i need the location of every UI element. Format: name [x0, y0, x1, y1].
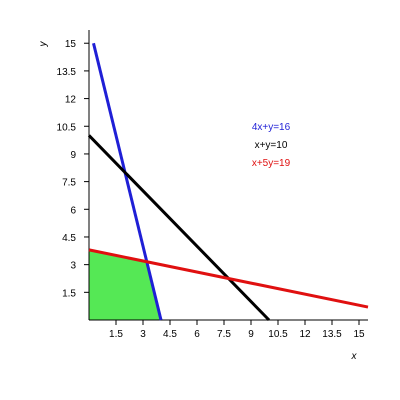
legend-entry-1: x+y=10: [255, 140, 288, 151]
x-tick-label: 1.5: [109, 329, 123, 340]
y-tick-label: 10.5: [57, 122, 77, 133]
plot-area: 1.5 3 4.5 6 7.5 9 10.5 12 13.5 15 1.5 3 4.5 6 7.5 9 10.5…: [38, 30, 369, 362]
y-tick-label: 9: [70, 150, 76, 161]
y-tick-label: 7.5: [62, 178, 76, 189]
y-tick-label: 4.5: [62, 233, 76, 244]
x-axis-label: x: [351, 351, 358, 362]
x-tick-label: 6: [194, 329, 200, 340]
y-tick-label: 3: [70, 261, 76, 272]
x-tick-label: 13.5: [322, 329, 342, 340]
feasible-region: [89, 249, 161, 320]
x-tick-label: 10.5: [268, 329, 288, 340]
y-tick-label: 15: [65, 39, 77, 50]
y-tick-label: 13.5: [57, 67, 77, 78]
x-tick-label: 7.5: [217, 329, 231, 340]
series-line-2: [88, 248, 369, 309]
y-tick-label: 6: [70, 205, 76, 216]
series-line-0: [92, 42, 163, 321]
y-tick-label: 12: [65, 95, 77, 106]
x-tick-label: 4.5: [163, 329, 177, 340]
series-line-1: [87, 134, 271, 322]
y-tick-label: 1.5: [62, 288, 76, 299]
legend-entry-2: x+5y=19: [252, 158, 291, 169]
x-tick-label: 15: [353, 329, 365, 340]
y-axis-label: y: [38, 41, 49, 48]
x-tick-label: 12: [299, 329, 311, 340]
x-tick-label: 3: [140, 329, 146, 340]
legend-entry-0: 4x+y=16: [252, 122, 291, 133]
x-tick-label: 9: [248, 329, 254, 340]
